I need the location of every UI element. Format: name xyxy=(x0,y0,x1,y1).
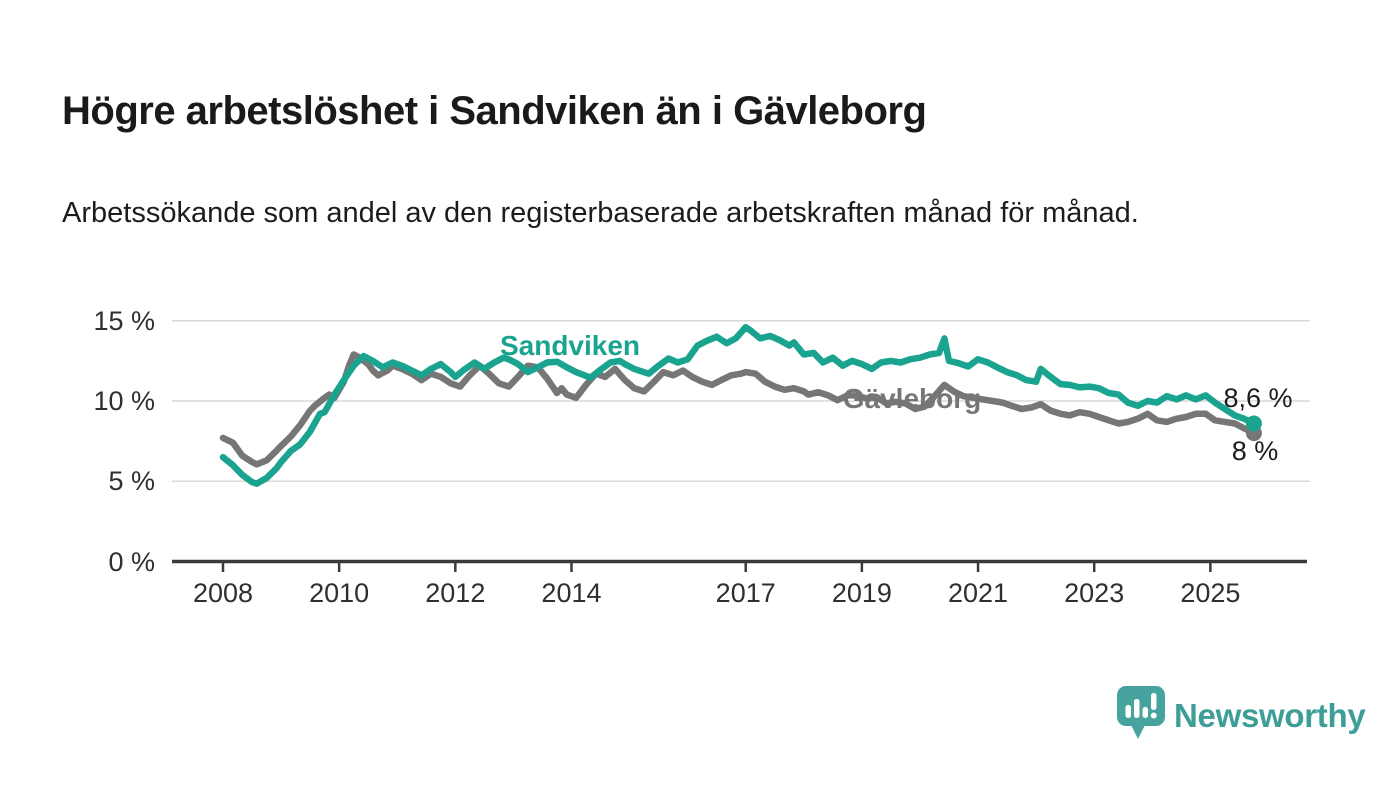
y-axis-tick-label: 15 % xyxy=(93,305,155,336)
x-axis-tick-label: 2008 xyxy=(192,578,254,608)
page-title: Högre arbetslöshet i Sandviken än i Gävl… xyxy=(62,88,927,133)
end-value-label-sandviken: 8,6 % xyxy=(1223,383,1293,413)
x-axis-tick-label: 2023 xyxy=(1064,578,1125,608)
series-line-sandviken xyxy=(219,323,1258,487)
x-axis-tick-label: 2019 xyxy=(831,578,892,608)
x-axis-tick-label: 2017 xyxy=(715,578,776,608)
series-label-gävleborg: Gävleborg xyxy=(842,383,982,414)
newsworthy-logo-text: Newsworthy xyxy=(1174,696,1366,734)
x-axis-tick-label: 2010 xyxy=(309,578,370,608)
x-axis-tick-label: 2025 xyxy=(1180,578,1241,608)
x-axis-tick-label: 2014 xyxy=(541,578,602,608)
y-axis-tick-label: 5 % xyxy=(108,466,155,497)
x-axis-tick-label: 2012 xyxy=(425,578,486,608)
y-axis-tick-label: 0 % xyxy=(108,546,155,577)
series-end-dot-sandviken xyxy=(1245,415,1262,432)
newsworthy-bar-chart-speech-bubble-icon xyxy=(1117,686,1165,745)
x-axis-tick-label: 2021 xyxy=(947,578,1009,608)
end-value-label-gävleborg: 8 % xyxy=(1231,436,1279,466)
series-label-sandviken: Sandviken xyxy=(499,330,641,361)
y-axis-tick-label: 10 % xyxy=(93,386,155,416)
series-line-gävleborg xyxy=(219,351,1258,468)
page-subtitle: Arbetssökande som andel av den registerb… xyxy=(62,197,1139,229)
newsworthy-logo: Newsworthy xyxy=(1117,686,1366,745)
